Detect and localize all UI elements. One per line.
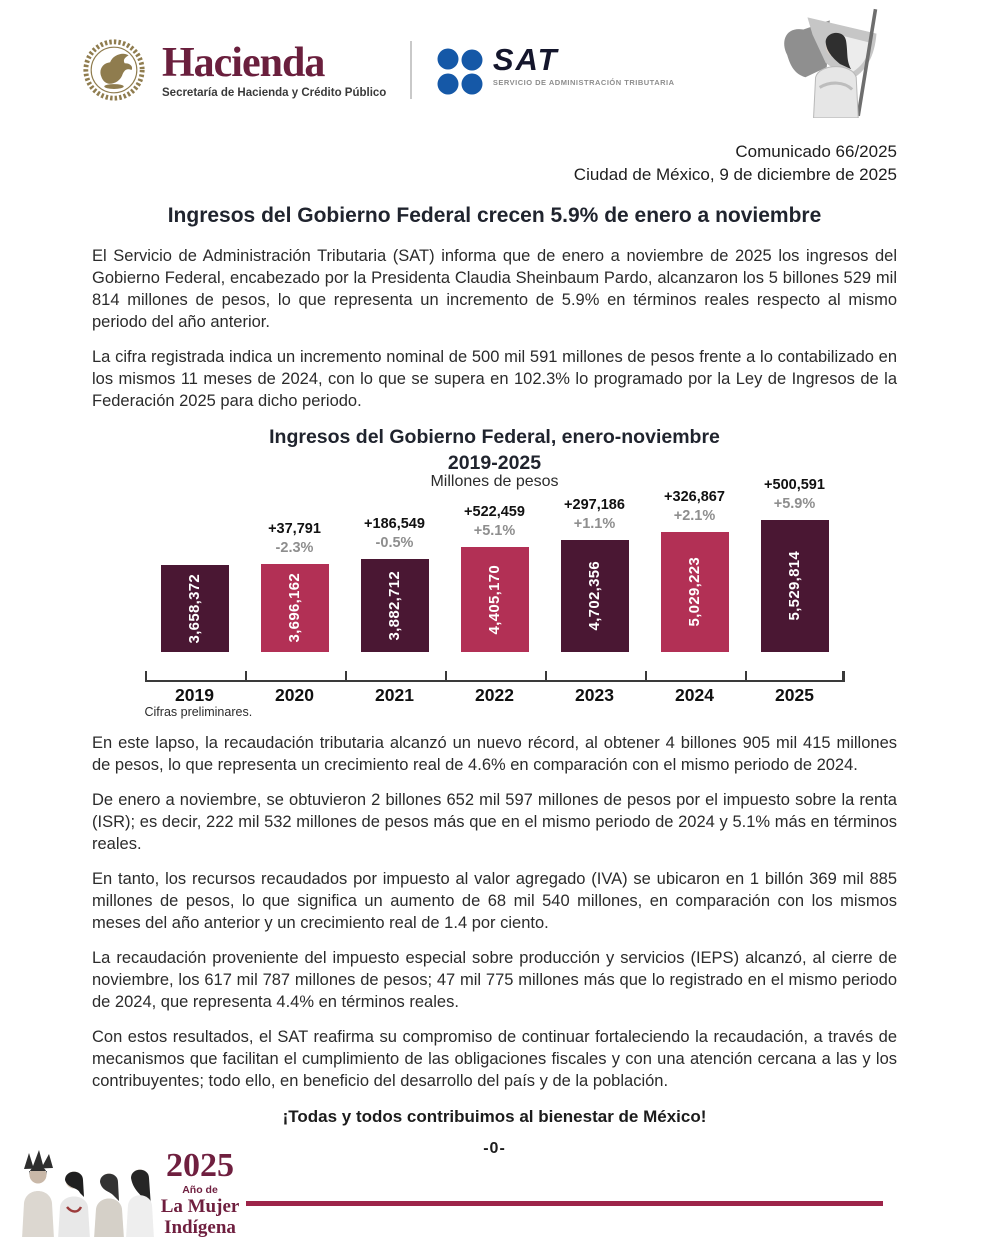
press-release-title: Ingresos del Gobierno Federal crecen 5.9… <box>167 203 822 227</box>
bar-value-label: 5,529,814 <box>786 551 803 621</box>
x-axis-label-2021: 2021 <box>375 684 414 705</box>
footer-accent-rule <box>246 1201 883 1206</box>
x-axis-label-2020: 2020 <box>275 684 314 705</box>
x-axis-label-2025: 2025 <box>775 684 814 705</box>
x-axis-label-2022: 2022 <box>475 684 514 705</box>
mexican-eagle-seal-icon <box>83 39 145 101</box>
chart-bar-column-2022: +522,459 +5.1% 4,405,170 <box>445 476 545 652</box>
body-paragraph: En este lapso, la recaudación tributaria… <box>92 733 897 774</box>
body-paragraph: En tanto, los recursos recaudados por im… <box>92 869 897 932</box>
bar-annotation-2025: +500,591 +5.9% <box>745 476 845 514</box>
release-meta: Comunicado 66/2025 Ciudad de México, 9 d… <box>92 140 897 187</box>
bar-annotation-2021: +186,549 -0.5% <box>345 515 445 553</box>
chart-bar-column-2023: +297,186 +1.1% 4,702,356 <box>545 476 645 652</box>
percent-label: +5.1% <box>473 522 516 539</box>
bar-2023: 4,702,356 <box>560 539 629 652</box>
axis-tick <box>344 670 347 680</box>
chart-title-line1: Ingresos del Gobierno Federal, enero-nov… <box>269 425 720 448</box>
chart-bar-column-2020: +37,791 -2.3% 3,696,162 <box>245 476 345 652</box>
x-axis-labels: 2019 2020 2021 2022 2023 2024 2025 <box>145 685 845 706</box>
hacienda-wordmark: Hacienda <box>162 39 325 86</box>
bar-annotation-2020: +37,791 -2.3% <box>245 520 345 558</box>
axis-tick <box>444 670 447 680</box>
body-paragraph: El Servicio de Administración Tributaria… <box>92 246 897 331</box>
revenue-bar-chart: Ingresos del Gobierno Federal, enero-nov… <box>92 424 897 719</box>
chart-subtitle: Millones de pesos <box>430 472 559 490</box>
delta-label: +37,791 <box>268 520 321 537</box>
axis-tick <box>744 670 747 680</box>
bar-value-label: 5,029,223 <box>686 557 703 627</box>
bar-2025: 5,529,814 <box>760 519 829 652</box>
logo-divider <box>410 41 412 99</box>
delta-label: +186,549 <box>364 515 425 532</box>
document-footer: 2025 Año de La Mujer Indígena <box>0 1141 989 1237</box>
bar-2022: 4,405,170 <box>460 546 529 652</box>
bar-value-label: 3,696,162 <box>286 573 303 643</box>
chart-title-line2: 2019-2025 <box>447 451 542 474</box>
bar-annotation-2024: +326,867 +2.1% <box>645 488 745 526</box>
bar-annotation-2022: +522,459 +5.1% <box>445 503 545 541</box>
axis-tick <box>644 670 647 680</box>
body-paragraph: La cifra registrada indica un incremento… <box>92 347 897 410</box>
hacienda-subtitle: Secretaría de Hacienda y Crédito Público <box>162 86 387 99</box>
percent-label: +2.1% <box>673 507 716 524</box>
bar-value-label: 4,702,356 <box>586 561 603 631</box>
axis-tick <box>244 670 247 680</box>
footer-line3: Indígena <box>164 1217 236 1237</box>
hacienda-logo: Hacienda Secretaría de Hacienda y Crédit… <box>162 42 386 99</box>
percent-label: -0.5% <box>375 534 414 551</box>
x-axis-label-2023: 2023 <box>575 684 614 705</box>
end-mark: -0- <box>483 1139 506 1157</box>
chart-footnote: Cifras preliminares. <box>144 704 253 719</box>
sat-subtitle: SERVICIO DE ADMINISTRACIÓN TRIBUTARIA <box>492 78 675 87</box>
footer-subline: Año de <box>182 1184 218 1196</box>
chart-plot-area: Millones de pesos 3,658,372 +37,791 -2.3% 3… <box>145 472 845 652</box>
sat-circles-icon <box>437 48 483 95</box>
brand-lockup: Hacienda Secretaría de Hacienda y Crédit… <box>80 36 989 104</box>
percent-label: +1.1% <box>573 515 616 532</box>
woman-with-flag-image <box>784 8 878 118</box>
document-header: Hacienda Secretaría de Hacienda y Crédit… <box>0 0 989 118</box>
bar-value-label: 3,658,372 <box>186 573 203 644</box>
delta-label: +500,591 <box>764 476 825 493</box>
body-paragraph: De enero a noviembre, se obtuvieron 2 bi… <box>92 790 897 853</box>
footer-year: 2025 <box>166 1147 234 1184</box>
chart-bar-column-2019: 3,658,372 <box>145 476 245 652</box>
percent-label: -2.3% <box>275 539 314 556</box>
x-axis <box>144 670 845 682</box>
bar-annotation-2023: +297,186 +1.1% <box>545 496 645 534</box>
footer-line2: La Mujer <box>160 1196 240 1217</box>
chart-bar-column-2024: +326,867 +2.1% 5,029,223 <box>645 476 745 652</box>
dateline: Ciudad de México, 9 de diciembre de 2025 <box>573 165 897 185</box>
indigenous-women-image <box>22 1150 154 1237</box>
axis-tick <box>544 670 547 680</box>
axis-tick <box>842 670 845 680</box>
footer-year-block: 2025 Año de La Mujer Indígena <box>160 1149 240 1237</box>
closing-slogan: ¡Todas y todos contribuimos al bienestar… <box>282 1106 707 1126</box>
bar-2024: 5,029,223 <box>660 531 729 652</box>
chart-bar-column-2021: +186,549 -0.5% 3,882,712 <box>345 476 445 652</box>
bar-2021: 3,882,712 <box>360 558 429 652</box>
bar-value-label: 3,882,712 <box>386 570 403 641</box>
document-body: Comunicado 66/2025 Ciudad de México, 9 d… <box>0 140 989 1158</box>
bar-2019: 3,658,372 <box>160 564 229 652</box>
delta-label: +297,186 <box>564 496 625 513</box>
percent-label: +5.9% <box>773 495 816 512</box>
body-paragraph: Con estos resultados, el SAT reafirma su… <box>92 1027 897 1090</box>
delta-label: +522,459 <box>464 503 525 520</box>
axis-tick <box>144 670 147 680</box>
x-axis-label-2019: 2019 <box>175 684 214 705</box>
x-axis-label-2024: 2024 <box>675 684 714 705</box>
chart-bar-column-2025: +500,591 +5.9% 5,529,814 <box>745 476 845 652</box>
delta-label: +326,867 <box>664 488 725 505</box>
body-paragraph: La recaudación proveniente del impuesto … <box>92 948 897 1011</box>
bar-value-label: 4,405,170 <box>486 564 503 635</box>
sat-wordmark: SAT <box>492 42 559 77</box>
comunicado-number: Comunicado 66/2025 <box>735 142 897 161</box>
bar-2020: 3,696,162 <box>260 563 329 652</box>
sat-logo: SAT SERVICIO DE ADMINISTRACIÓN TRIBUTARI… <box>436 44 675 96</box>
